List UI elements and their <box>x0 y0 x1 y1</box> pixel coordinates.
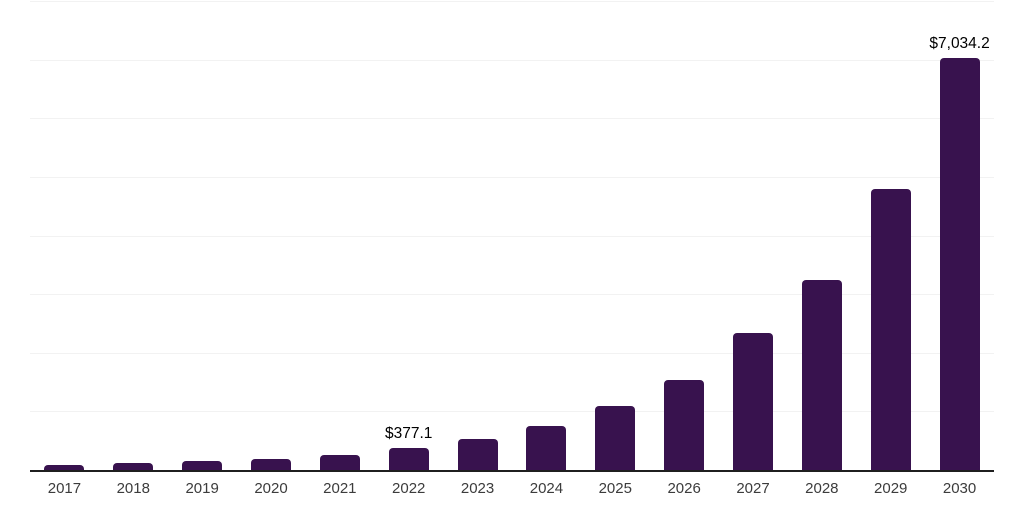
x-tick-label-2025: 2025 <box>598 480 632 497</box>
x-tick-label-2027: 2027 <box>736 480 770 497</box>
gridline <box>30 411 994 413</box>
x-tick-label-2022: 2022 <box>392 480 426 497</box>
bar-2022 <box>388 447 429 470</box>
x-tick-label-2020: 2020 <box>254 480 288 497</box>
x-tick-label-2024: 2024 <box>529 480 564 497</box>
bar-2027 <box>733 333 773 470</box>
x-tick-label-2029: 2029 <box>874 480 908 497</box>
gridline <box>30 118 994 120</box>
gridline <box>30 352 994 354</box>
bar-2021 <box>319 455 360 470</box>
gridline <box>30 176 994 178</box>
bar-2030 <box>939 57 980 470</box>
data-label-2030: $7,034.2 <box>929 34 990 52</box>
bar-2029 <box>870 188 911 470</box>
gridline <box>30 1 994 2</box>
bar-2024 <box>526 425 567 470</box>
x-axis: 2017 2018 2019 2020 2021 2022 2023 2024 2025 2026… <box>30 480 994 502</box>
bar-2017 <box>44 465 85 470</box>
gridline <box>30 294 994 296</box>
x-tick-label-2017: 2017 <box>47 480 82 497</box>
plot-area: $377.1 $7,034.2 <box>30 1 994 472</box>
x-tick-label-2019: 2019 <box>185 480 219 497</box>
x-tick-label-2028: 2028 <box>805 480 839 497</box>
x-tick-label-2023: 2023 <box>460 480 495 497</box>
x-tick-label-2026: 2026 <box>667 480 701 497</box>
bar-2019 <box>182 461 223 470</box>
x-tick-label-2021: 2021 <box>323 480 357 497</box>
gridline <box>30 59 994 61</box>
data-label-2022: $377.1 <box>384 424 433 442</box>
bar-2023 <box>457 438 498 470</box>
bar-2018 <box>113 462 154 470</box>
bar-2020 <box>251 458 291 470</box>
bar-2025 <box>595 405 636 470</box>
bar-2028 <box>801 280 842 470</box>
gridline <box>30 235 994 237</box>
x-tick-label-2018: 2018 <box>116 480 150 497</box>
x-tick-label-2030: 2030 <box>942 480 977 497</box>
bar-2026 <box>664 380 705 470</box>
